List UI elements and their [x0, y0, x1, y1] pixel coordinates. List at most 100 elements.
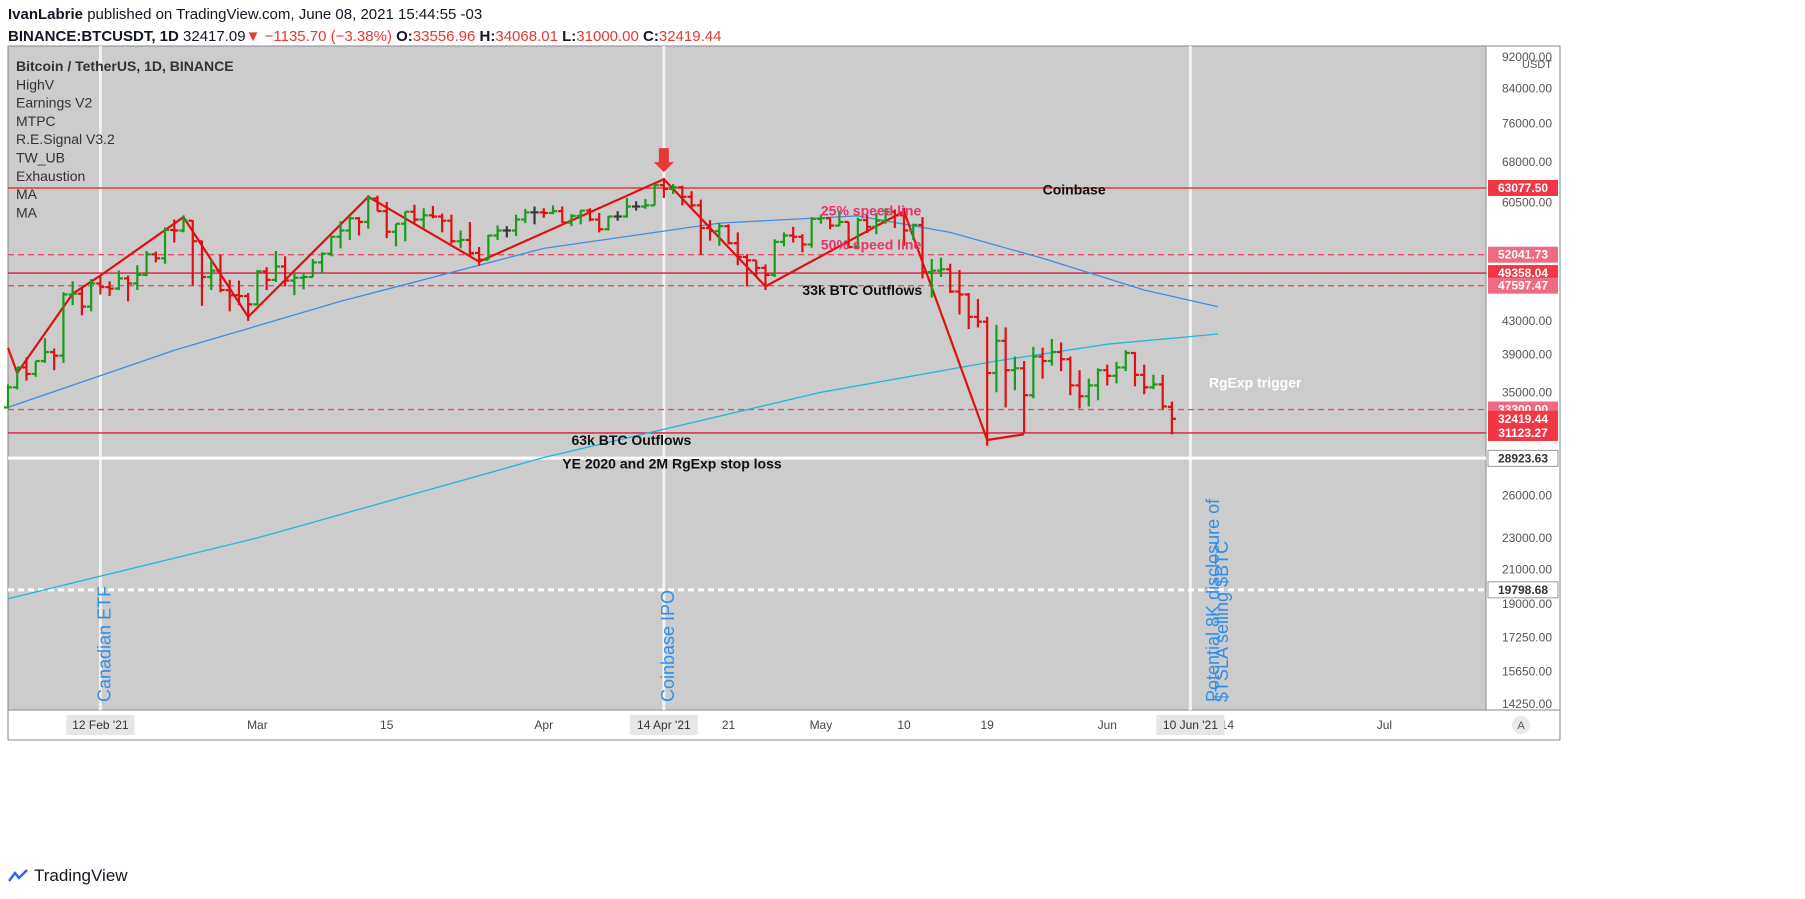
ohlc-bar[interactable] [50, 348, 59, 371]
ohlc-bar[interactable] [474, 247, 484, 266]
ohlc-bar[interactable] [659, 178, 669, 198]
ohlc-bar[interactable] [715, 223, 724, 246]
ohlc-bar[interactable] [567, 214, 576, 227]
ohlc-bar[interactable] [585, 208, 595, 222]
ohlc-bar[interactable] [705, 220, 715, 241]
ohlc-bar[interactable] [142, 250, 151, 277]
ohlc-bar[interactable] [3, 384, 13, 409]
ohlc-bar[interactable] [798, 234, 807, 253]
ohlc-bar[interactable] [918, 217, 927, 279]
ohlc-bar[interactable] [354, 217, 364, 236]
ohlc-bar[interactable] [862, 214, 872, 234]
ohlc-bar[interactable] [1047, 339, 1056, 366]
ohlc-bar[interactable] [539, 208, 548, 218]
ohlc-bar[interactable] [1121, 350, 1130, 372]
ohlc-bar[interactable] [946, 263, 955, 293]
ohlc-bar[interactable] [1001, 327, 1010, 408]
ohlc-bar[interactable] [105, 281, 114, 296]
ohlc-bar[interactable] [456, 230, 465, 249]
ohlc-bar[interactable] [373, 195, 382, 213]
ohlc-bar[interactable] [881, 208, 890, 224]
ohlc-bar[interactable] [899, 207, 909, 246]
ohlc-bar[interactable] [668, 184, 678, 194]
ohlc-bar[interactable] [234, 280, 244, 306]
ohlc-bar[interactable] [992, 324, 1001, 393]
ohlc-bar[interactable] [890, 209, 899, 229]
ohlc-bar[interactable] [262, 267, 271, 291]
ohlc-bar[interactable] [364, 195, 373, 229]
ohlc-bar[interactable] [687, 191, 696, 208]
ohlc-bar[interactable] [789, 226, 798, 243]
ohlc-bar[interactable] [936, 257, 946, 277]
ohlc-bar[interactable] [244, 292, 253, 321]
ohlc-bar[interactable] [179, 215, 188, 233]
ohlc-bar[interactable] [410, 204, 419, 224]
ohlc-bar[interactable] [1112, 361, 1121, 384]
ohlc-bar[interactable] [31, 359, 40, 377]
ohlc-bar[interactable] [96, 276, 105, 295]
ohlc-bar[interactable] [678, 185, 687, 206]
ohlc-bar[interactable] [40, 338, 50, 363]
ohlc-bar[interactable] [1019, 361, 1029, 434]
ohlc-bar[interactable] [1066, 356, 1075, 396]
ohlc-bar[interactable] [86, 279, 96, 312]
ohlc-bar[interactable] [438, 213, 447, 233]
ohlc-bar[interactable] [253, 269, 262, 306]
ohlc-bar[interactable] [576, 209, 585, 225]
ohlc-bar[interactable] [114, 270, 124, 291]
ohlc-bar[interactable] [511, 214, 521, 237]
ohlc-bar[interactable] [160, 227, 170, 264]
ohlc-bar[interactable] [983, 316, 992, 446]
ohlc-bar[interactable] [271, 250, 281, 283]
ohlc-bar[interactable] [327, 235, 336, 257]
ohlc-bar[interactable] [835, 211, 844, 227]
ohlc-bar[interactable] [724, 224, 733, 245]
ohlc-bar[interactable] [447, 214, 456, 244]
ohlc-bar[interactable] [844, 220, 853, 249]
ohlc-bar[interactable] [77, 287, 87, 316]
ohlc-bar[interactable] [68, 281, 77, 306]
ohlc-bar[interactable] [382, 201, 391, 239]
symbol-label[interactable]: BINANCE:BTCUSDT, 1D [8, 28, 179, 45]
ohlc-bar[interactable] [280, 256, 290, 287]
ohlc-bar[interactable] [604, 215, 613, 231]
ohlc-bar[interactable] [1158, 374, 1167, 410]
ohlc-bar[interactable] [216, 254, 225, 293]
ohlc-bar[interactable] [650, 184, 659, 207]
ohlc-bar[interactable] [872, 212, 881, 235]
ohlc-bar[interactable] [428, 205, 438, 219]
ohlc-bar[interactable] [188, 219, 197, 286]
ohlc-bar[interactable] [770, 239, 779, 277]
ohlc-bar[interactable] [752, 259, 761, 277]
ohlc-bar[interactable] [225, 279, 234, 312]
ohlc-bar[interactable] [317, 252, 327, 274]
ohlc-bar[interactable] [1140, 364, 1149, 395]
ohlc-bar[interactable] [419, 208, 428, 229]
ohlc-bar[interactable] [761, 264, 770, 291]
ohlc-bar[interactable] [631, 201, 641, 211]
ohlc-bar[interactable] [465, 221, 475, 257]
ohlc-bar[interactable] [401, 210, 410, 242]
ohlc-bar[interactable] [1038, 347, 1047, 379]
ohlc-bar[interactable] [613, 211, 622, 221]
auto-scale-button[interactable] [1512, 716, 1530, 734]
ohlc-bar[interactable] [1010, 356, 1020, 391]
ohlc-bar[interactable] [1056, 342, 1066, 372]
ohlc-bar[interactable] [955, 269, 964, 315]
ohlc-bar[interactable] [548, 205, 558, 215]
ohlc-bar[interactable] [1084, 378, 1093, 407]
ohlc-bar[interactable] [1130, 351, 1140, 387]
ohlc-bar[interactable] [484, 234, 493, 261]
ohlc-bar[interactable] [1149, 374, 1158, 390]
ohlc-bar[interactable] [123, 275, 133, 302]
ohlc-bar[interactable] [816, 214, 826, 224]
ohlc-bar[interactable] [1103, 364, 1112, 386]
ohlc-bar[interactable] [299, 274, 308, 290]
ohlc-bar[interactable] [530, 206, 539, 225]
ohlc-bar[interactable] [595, 212, 604, 233]
ohlc-bar[interactable] [336, 221, 345, 249]
ohlc-bar[interactable] [290, 272, 299, 296]
ohlc-bar[interactable] [13, 366, 22, 390]
ohlc-bar[interactable] [807, 217, 816, 248]
ohlc-bar[interactable] [207, 259, 216, 291]
